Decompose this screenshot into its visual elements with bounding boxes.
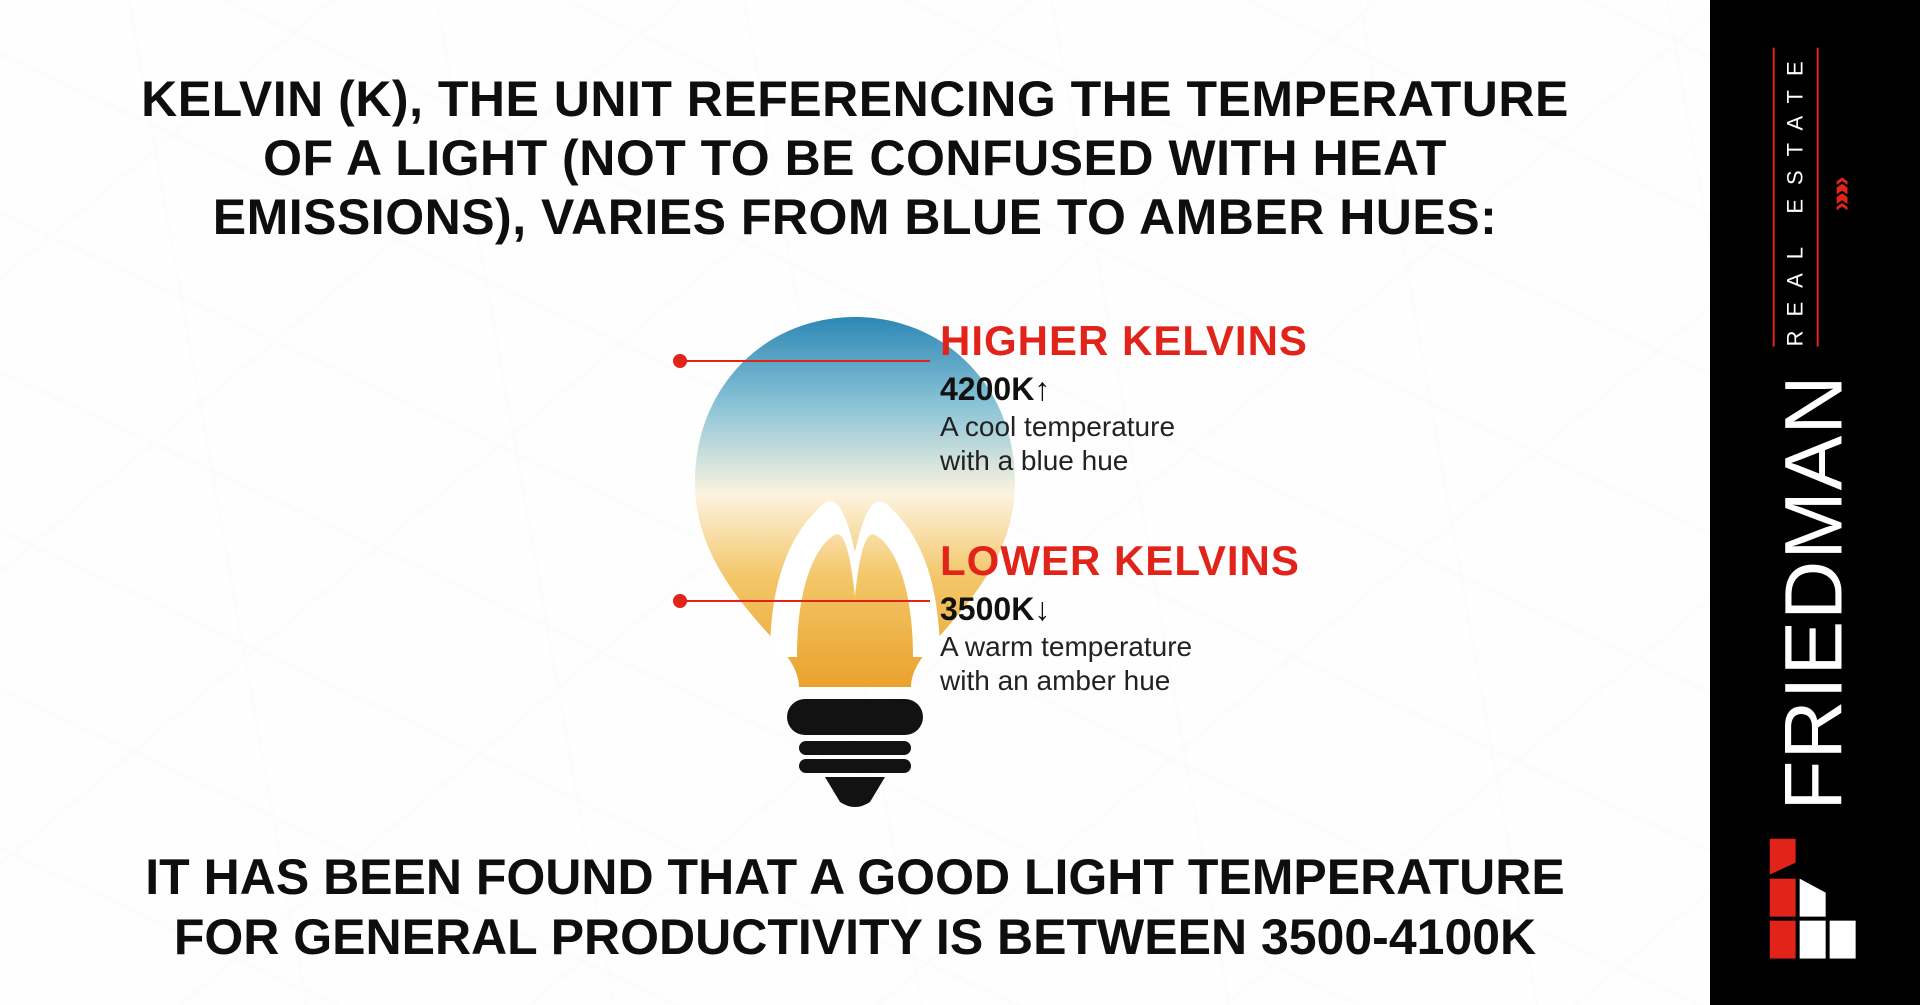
callout-temp: 3500K↓	[940, 591, 1300, 628]
callout-temp: 4200K↑	[940, 371, 1308, 408]
headline: KELVIN (K), THE UNIT REFERENCING THE TEM…	[105, 70, 1605, 247]
callout-title: LOWER KELVINS	[940, 537, 1300, 585]
callout-desc-line: A warm temperature	[940, 631, 1192, 662]
leader-dot-icon	[673, 354, 687, 368]
callouts: HIGHER KELVINS 4200K↑ A cool temperature…	[940, 287, 1490, 787]
friedman-logo-icon	[1770, 838, 1860, 958]
leader-line-lower	[680, 600, 930, 602]
callout-desc-line: A cool temperature	[940, 411, 1175, 442]
callout-desc: A warm temperature with an amber hue	[940, 630, 1300, 697]
diagram-area: HIGHER KELVINS 4200K↑ A cool temperature…	[100, 287, 1610, 827]
callout-desc-line: with a blue hue	[940, 445, 1128, 476]
callout-desc-line: with an amber hue	[940, 665, 1170, 696]
chevrons-icon: »»»	[1825, 182, 1857, 211]
callout-title: HIGHER KELVINS	[940, 317, 1308, 365]
callout-higher-kelvins: HIGHER KELVINS 4200K↑ A cool temperature…	[940, 317, 1308, 477]
callout-lower-kelvins: LOWER KELVINS 3500K↓ A warm temperature …	[940, 537, 1300, 697]
callout-desc: A cool temperature with a blue hue	[940, 410, 1308, 477]
brand-sub-block: REAL ESTATE »»»	[1773, 47, 1857, 346]
main-content: KELVIN (K), THE UNIT REFERENCING THE TEM…	[0, 0, 1710, 1005]
brand-name: FRIEDMAN	[1768, 374, 1862, 810]
footer-text: IT HAS BEEN FOUND THAT A GOOD LIGHT TEMP…	[130, 847, 1580, 967]
brand-subtitle: REAL ESTATE	[1773, 47, 1819, 346]
brand-sidebar: FRIEDMAN REAL ESTATE »»»	[1710, 0, 1920, 1005]
leader-line-higher	[680, 360, 930, 362]
leader-dot-icon	[673, 594, 687, 608]
